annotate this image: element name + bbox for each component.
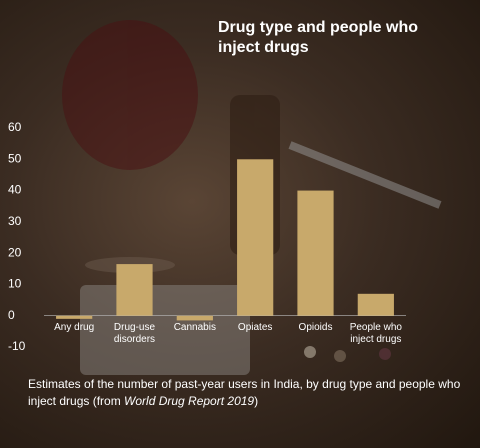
wine-glass [62,20,198,170]
x-tick-label: People who inject drugs [349,322,402,345]
bar [176,315,213,321]
y-tick-label: 0 [8,308,15,322]
pill [304,346,316,358]
y-tick-label: -10 [8,339,26,353]
bar [297,190,334,316]
x-tick-label: Any drug [54,322,95,333]
x-tick-label: Opioids [298,322,333,333]
pill [334,350,346,362]
caption-source: World Drug Report 2019 [124,394,255,408]
y-tick-label: 50 [8,151,22,165]
y-tick-label: 20 [8,245,22,259]
bar [56,315,93,319]
y-tick-label: 30 [8,214,22,228]
x-tick-label: Drug-use disorders [113,322,156,345]
caption-text: Estimates of the number of past-year use… [28,377,461,408]
bar [116,264,153,316]
pill [379,348,391,360]
bar [357,293,394,316]
caption: Estimates of the number of past-year use… [28,376,468,410]
syringe [288,141,442,209]
y-tick-label: 60 [8,120,22,134]
caption-text: ) [254,394,259,408]
x-tick-label: Opiates [237,322,273,333]
chart-title: Drug type and people who inject drugs [218,19,419,56]
plot: -10 0 10 20 30 40 50 60 [8,120,406,353]
bar [237,159,274,316]
y-tick-label: 10 [8,277,22,291]
y-tick-label: 40 [8,183,22,197]
x-tick-label: Cannabis [173,322,216,333]
